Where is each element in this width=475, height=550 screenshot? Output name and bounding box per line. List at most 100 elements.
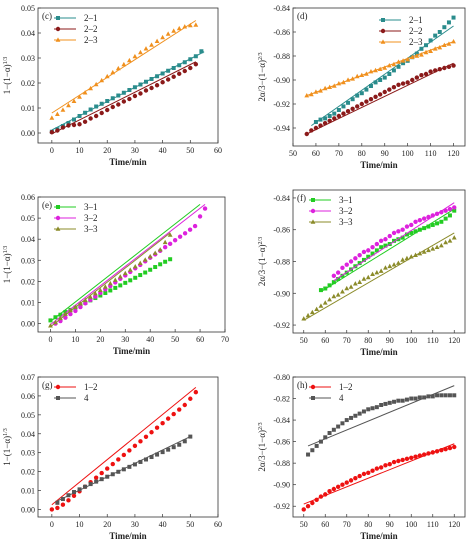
data-point — [99, 110, 104, 116]
chart-panel-5: 50 60 70 80 90 100 110 120 -0.92 -0.90 -0.88 -0.86 -… — [257, 373, 466, 541]
data-point — [331, 83, 337, 88]
data-point — [121, 452, 127, 458]
legend-label: 1–2 — [339, 382, 353, 392]
data-point — [138, 273, 143, 278]
data-point — [417, 453, 423, 458]
plot-frame — [292, 7, 466, 147]
data-point — [340, 482, 345, 487]
data-point — [426, 224, 431, 229]
data-point — [377, 92, 383, 97]
data-point — [340, 265, 345, 271]
data-point — [354, 73, 360, 79]
x-tick-label: 60 — [196, 335, 204, 344]
data-point — [103, 290, 108, 295]
data-point — [383, 243, 388, 248]
legend-label: 4 — [84, 393, 89, 403]
panel-label: (d) — [297, 11, 308, 21]
data-point — [160, 80, 165, 85]
x-tick-label: 120 — [448, 336, 460, 345]
data-point — [121, 90, 126, 95]
data-point — [177, 407, 182, 412]
x-tick-label: 0 — [50, 146, 54, 155]
plot-frame — [37, 7, 219, 144]
y-tick-label: -0.92 — [273, 100, 290, 109]
series-2–2 — [304, 62, 456, 137]
data-point — [83, 484, 88, 489]
data-point — [143, 434, 149, 439]
data-point — [382, 65, 388, 70]
data-point — [414, 53, 420, 58]
x-tick-label: 90 — [381, 149, 389, 158]
data-point — [323, 435, 328, 440]
data-point — [202, 206, 208, 211]
data-point — [368, 97, 374, 102]
data-point — [73, 308, 78, 314]
fit-line — [50, 203, 206, 326]
data-point — [116, 457, 121, 462]
data-point — [88, 107, 93, 112]
legend-label: 2–1 — [409, 15, 423, 25]
data-point — [49, 507, 55, 512]
x-tick-label: 50 — [300, 336, 308, 345]
panel-label: (g) — [42, 380, 53, 390]
data-point — [157, 247, 163, 252]
data-point — [361, 409, 366, 414]
data-point — [323, 492, 328, 497]
x-tick-label: 50 — [186, 146, 194, 155]
data-point — [99, 477, 104, 482]
data-point — [408, 254, 414, 259]
data-point — [434, 449, 440, 454]
data-point — [451, 63, 456, 68]
y-tick-label: -0.84 — [273, 194, 290, 203]
data-point — [391, 68, 396, 73]
data-point — [430, 213, 435, 218]
data-point — [373, 80, 378, 85]
y-tick-label: -0.86 — [273, 28, 290, 37]
x-tick-label: 40 — [159, 146, 167, 155]
y-tick-label: -0.88 — [273, 258, 290, 267]
data-point — [378, 78, 383, 82]
data-point — [447, 238, 453, 243]
series-4 — [55, 434, 193, 505]
data-point — [419, 46, 424, 51]
data-point — [400, 235, 405, 240]
data-point — [82, 297, 88, 303]
data-point — [417, 227, 422, 232]
plot-frame — [37, 376, 219, 518]
data-point — [66, 121, 71, 125]
data-point — [417, 250, 423, 256]
data-point — [105, 99, 110, 103]
data-point — [132, 93, 138, 99]
data-point — [121, 61, 127, 67]
data-point — [423, 49, 429, 55]
data-point — [433, 33, 438, 38]
data-point — [332, 111, 337, 116]
x-tick-label: 110 — [427, 336, 439, 345]
fit-line — [303, 232, 455, 321]
x-tick-label: 80 — [364, 520, 372, 529]
data-point — [99, 470, 104, 476]
legend-entry: 3–3 — [54, 224, 98, 234]
legend-swatch-marker — [56, 205, 60, 209]
y-tick-label: 0.05 — [21, 4, 35, 13]
data-point — [83, 301, 88, 306]
legend-entry: 2–3 — [54, 35, 98, 45]
data-point — [437, 45, 443, 50]
data-point — [323, 116, 328, 121]
data-point — [122, 270, 128, 276]
data-point — [439, 393, 444, 398]
x-tick-label: 100 — [402, 149, 414, 158]
data-point — [304, 93, 310, 98]
series-3–1 — [48, 203, 201, 323]
data-point — [378, 465, 384, 470]
data-point — [167, 232, 173, 237]
data-point — [147, 253, 153, 259]
data-point — [83, 110, 88, 115]
data-point — [344, 480, 349, 485]
legend-label: 2–3 — [84, 35, 98, 45]
data-point — [182, 231, 188, 236]
legend-swatch-marker — [381, 18, 385, 22]
data-point — [391, 61, 397, 67]
data-point — [374, 248, 379, 253]
x-tick-label: 20 — [103, 520, 111, 529]
